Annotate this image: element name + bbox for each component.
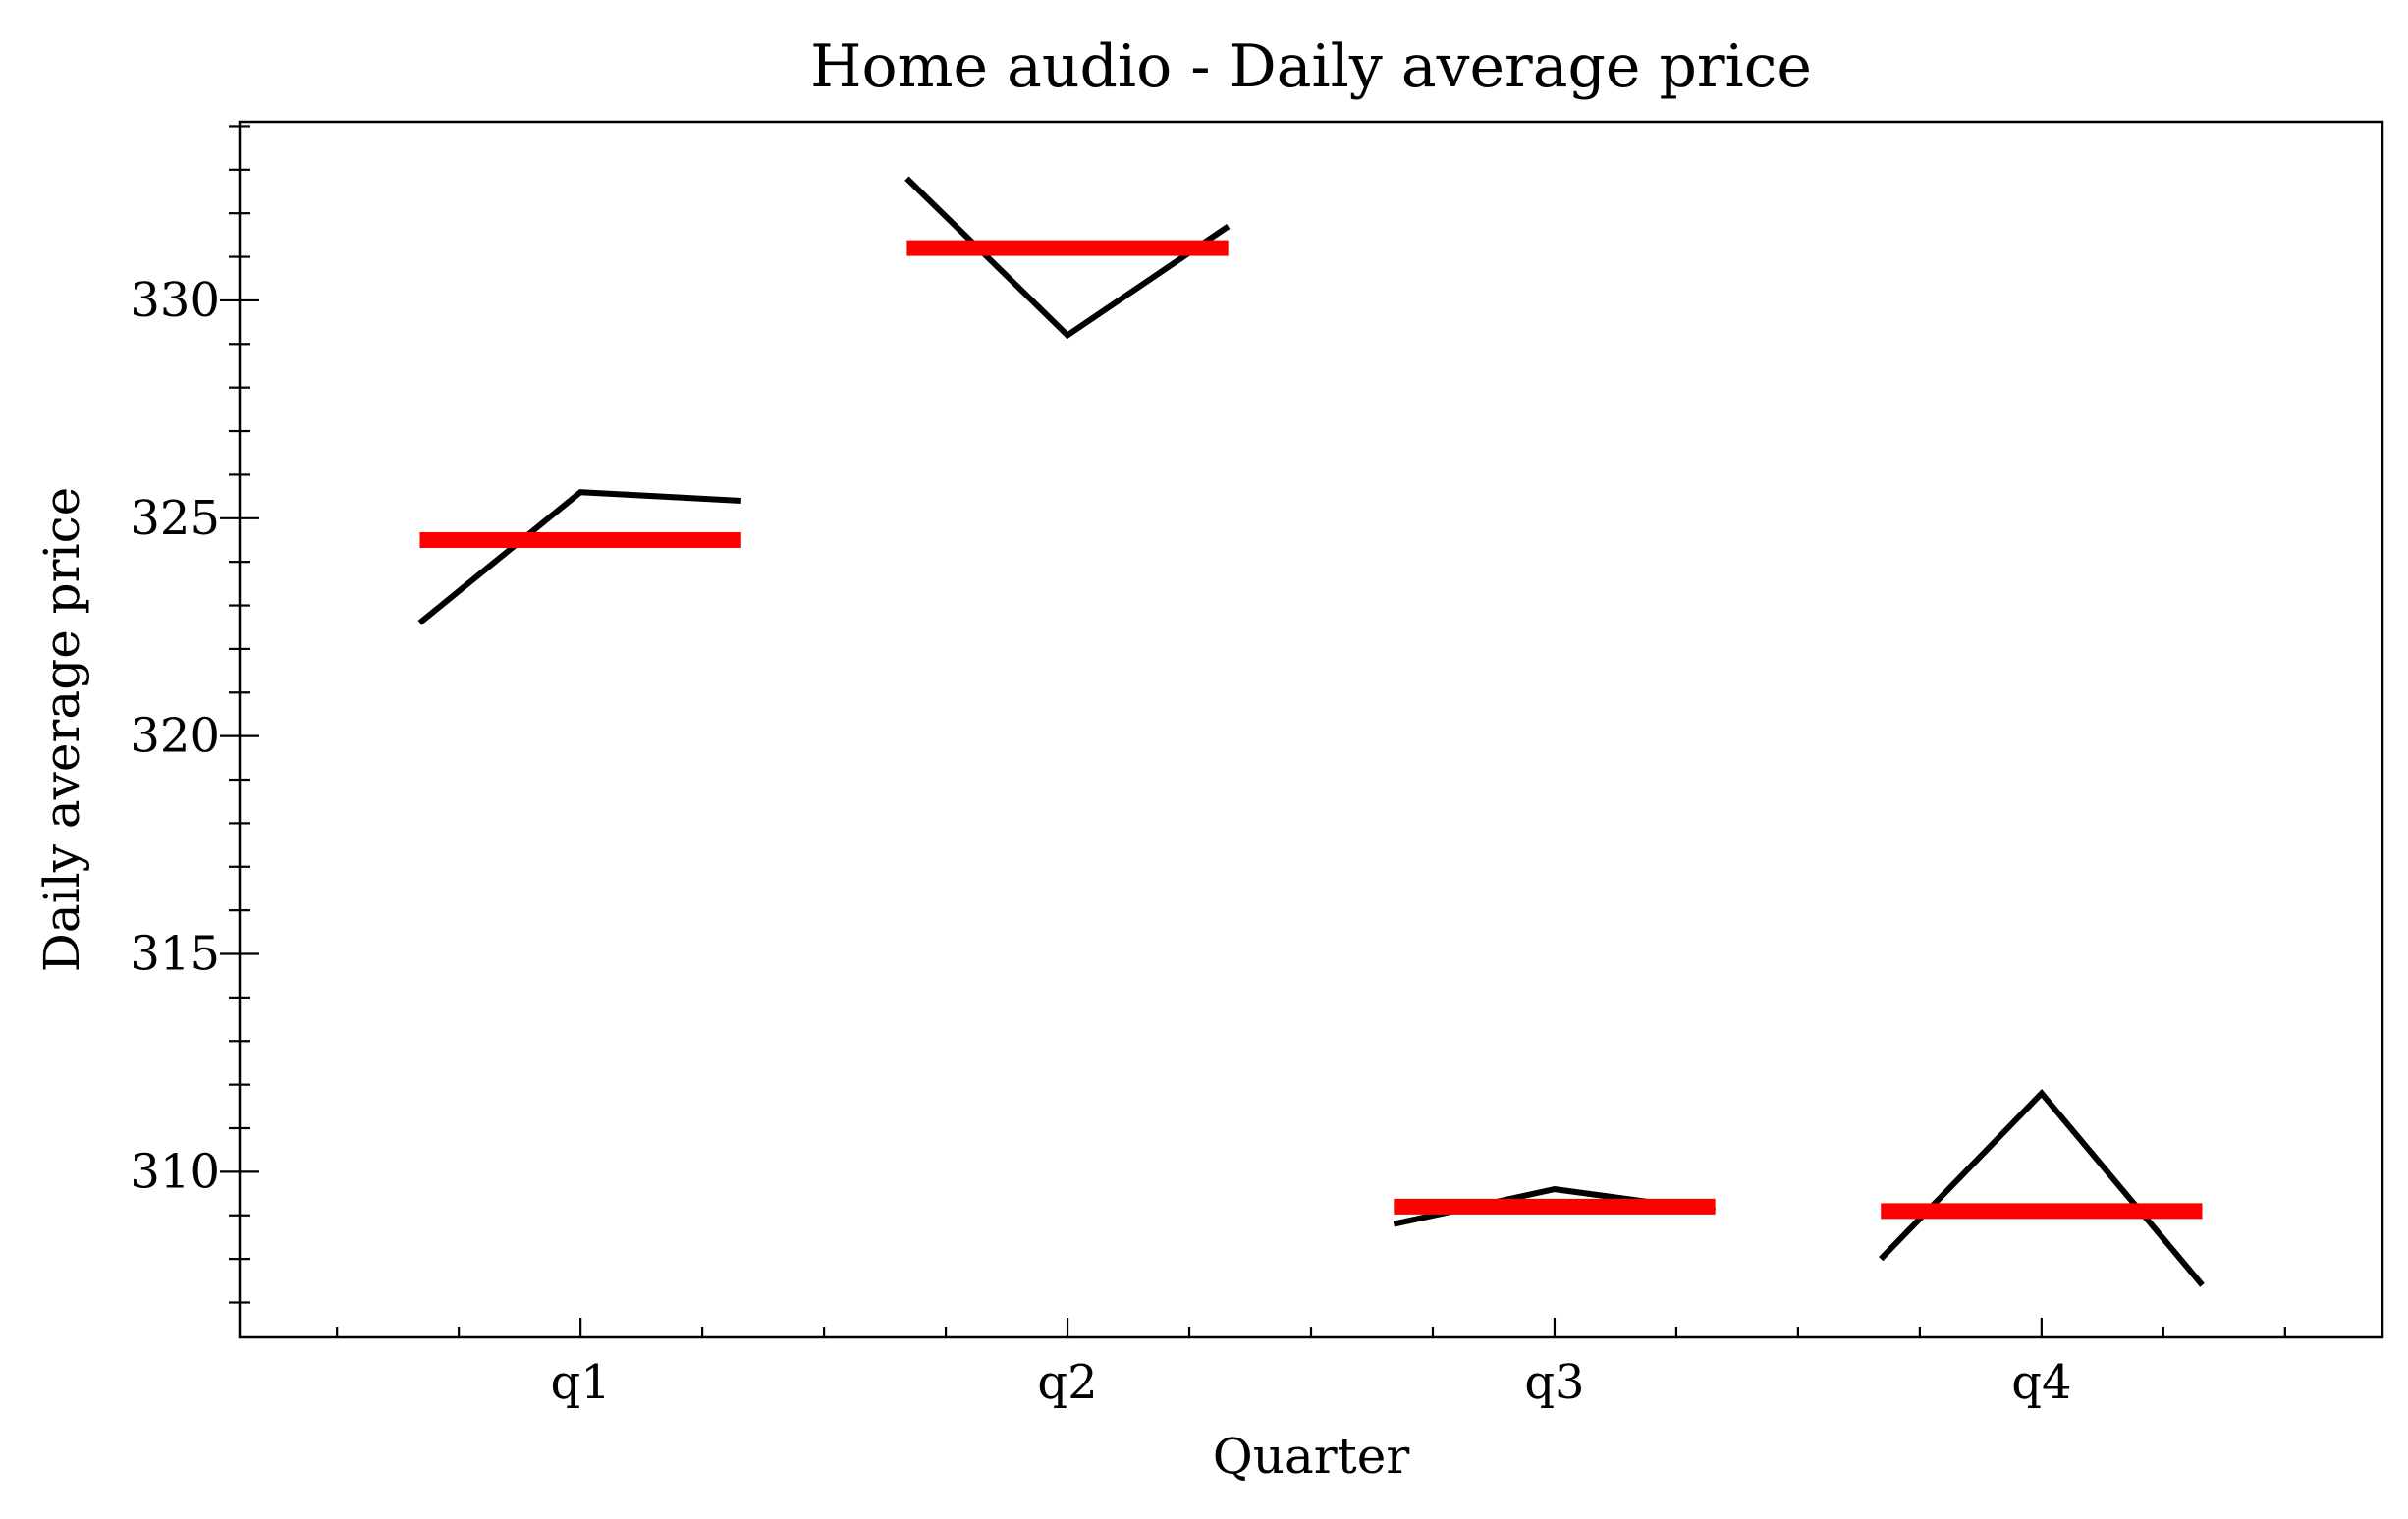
series-line-q4 <box>1879 1089 2205 1287</box>
series-line-q1 <box>417 489 741 625</box>
series-line-q2 <box>904 176 1231 340</box>
x-tick-label-q4: q4 <box>2011 1355 2071 1410</box>
y-axis-label: Daily average price <box>33 487 90 972</box>
marks <box>417 176 2205 1287</box>
y-tick-label: 315 <box>130 927 220 982</box>
x-axis-label: Quarter <box>1213 1428 1410 1485</box>
y-tick-label: 325 <box>130 491 220 546</box>
x-tick-label-q1: q1 <box>551 1355 611 1410</box>
y-tick-label: 310 <box>130 1144 220 1199</box>
y-tick-label: 330 <box>130 273 220 328</box>
y-axis: 310 315 320 325 330 <box>130 125 259 1304</box>
x-axis: q1 q2 q3 q4 <box>336 1318 2286 1410</box>
x-tick-label-q3: q3 <box>1524 1355 1584 1410</box>
y-tick-label: 320 <box>130 709 220 764</box>
chart-title: Home audio - Daily average price <box>810 32 1812 101</box>
x-tick-label-q2: q2 <box>1037 1355 1097 1410</box>
plot-frame <box>238 120 2384 1339</box>
